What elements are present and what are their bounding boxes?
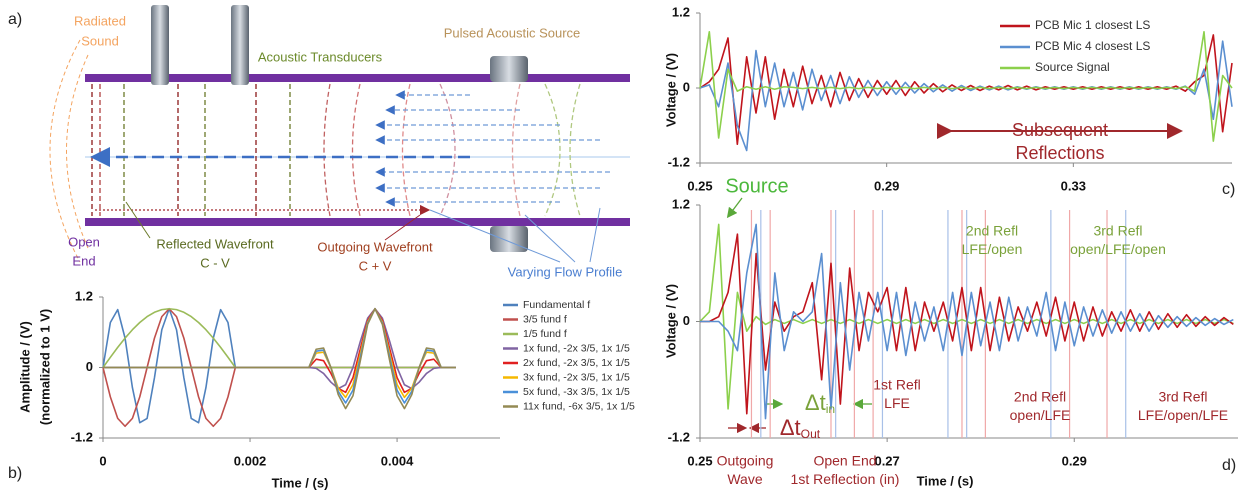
annotation: 3rd Refl xyxy=(1093,223,1142,239)
flow-arrows xyxy=(380,95,610,202)
x-tick-label: 0.29 xyxy=(874,178,899,193)
x-axis-label: Time / (s) xyxy=(272,475,329,490)
y-tick-label: -1.2 xyxy=(71,429,93,444)
x-tick-label: 0.004 xyxy=(381,453,414,468)
annotation: 2nd Refl xyxy=(1014,389,1066,405)
annotation: Source xyxy=(725,175,788,197)
diagram-label: Pulsed Acoustic Source xyxy=(444,25,581,40)
legend-label: 5x fund, -3x 3/5, 1x 1/5 xyxy=(523,386,630,398)
radiated-arc xyxy=(50,40,80,262)
legend-label: Source Signal xyxy=(1035,60,1110,74)
panel-label: a) xyxy=(8,11,22,28)
legend-label: PCB Mic 1 closest LS xyxy=(1035,18,1150,32)
x-tick-label: 0 xyxy=(99,453,106,468)
annotation: ΔtOut xyxy=(780,415,821,441)
panel-label: d) xyxy=(1222,457,1236,474)
annotation: LFE/open xyxy=(962,241,1023,257)
x-tick-label: 0.25 xyxy=(687,178,712,193)
pointer xyxy=(430,210,560,262)
x-axis-label: Time / (s) xyxy=(917,473,974,488)
y-tick-label: -1.2 xyxy=(668,429,690,444)
series-line xyxy=(103,309,456,389)
legend-label: 1/5 fund f xyxy=(523,328,567,340)
series-line xyxy=(103,309,456,398)
y-tick-label: 0 xyxy=(683,313,690,328)
radiated-arc xyxy=(67,55,89,248)
legend-label: PCB Mic 4 closest LS xyxy=(1035,39,1150,53)
transducer xyxy=(231,5,249,85)
legend-label: 1x fund, -2x 3/5, 1x 1/5 xyxy=(523,342,630,354)
diagram-label: End xyxy=(72,253,95,268)
annotation-subscript: in xyxy=(826,402,835,416)
annotation-text: Δt xyxy=(780,415,801,440)
y-axis-label: (normalized to 1 V) xyxy=(37,309,52,425)
x-tick-label: 0.002 xyxy=(234,453,267,468)
annotation: LFE xyxy=(884,395,910,411)
diagram-label: Sound xyxy=(81,33,119,48)
y-tick-label: 1.2 xyxy=(75,288,93,303)
source xyxy=(490,56,528,82)
annotation: Outgoing xyxy=(717,453,774,469)
y-tick-label: -1.2 xyxy=(668,154,690,169)
pipe-wall xyxy=(85,218,630,226)
x-tick-label: 0.25 xyxy=(687,453,712,468)
legend-label: 2x fund, -2x 3/5, 1x 1/5 xyxy=(523,357,630,369)
y-tick-label: 0 xyxy=(683,79,690,94)
diagram-label: C - V xyxy=(200,255,230,270)
annotation-subscript: Out xyxy=(801,427,821,441)
annotation: Wave xyxy=(727,471,762,487)
x-tick-label: 0.29 xyxy=(1062,453,1087,468)
diagram-label: Open xyxy=(68,234,100,249)
legend-label: 3x fund, -2x 3/5, 1x 1/5 xyxy=(523,371,630,383)
legend-label: Fundamental f xyxy=(523,299,590,311)
annotation: 3rd Refl xyxy=(1158,389,1207,405)
diagram-label: C + V xyxy=(359,258,392,273)
annotation: 2nd Refl xyxy=(966,223,1018,239)
pointer xyxy=(590,208,600,262)
y-axis-label: Voltage / (V) xyxy=(663,284,678,358)
diagram-label: Acoustic Transducers xyxy=(258,49,383,64)
annotation: 1st Refl xyxy=(873,377,920,393)
annotation: open/LFE/open xyxy=(1070,241,1166,257)
transducer xyxy=(151,5,169,85)
y-tick-label: 1.2 xyxy=(672,4,690,19)
annotation: LFE/open/LFE xyxy=(1138,407,1228,423)
figure: a) Radiated Sound Acoustic Transducers P… xyxy=(0,0,1244,492)
y-tick-label: 0 xyxy=(86,359,93,374)
annotation: open/LFE xyxy=(1010,407,1071,423)
panel-label: b) xyxy=(8,465,22,482)
diagram-label: Reflected Wavefront xyxy=(156,236,274,251)
annotation: Open End xyxy=(813,453,876,469)
y-tick-label: 1.2 xyxy=(672,196,690,211)
legend-label: 3/5 fund f xyxy=(523,313,567,325)
y-axis-label: Amplitude / (V) xyxy=(17,321,32,413)
annotation-text: Δt xyxy=(805,390,826,415)
annotation: 1st Reflection (in) xyxy=(791,471,900,487)
diagram-label: Outgoing Wavefront xyxy=(317,239,433,254)
annotation: Reflections xyxy=(1015,143,1104,163)
y-axis-label: Voltage / (V) xyxy=(663,53,678,127)
wavefronts xyxy=(92,84,580,216)
panel-label: c) xyxy=(1222,181,1235,198)
x-tick-label: 0.33 xyxy=(1061,178,1086,193)
diagram-label: Radiated xyxy=(74,13,126,28)
series-line xyxy=(103,309,456,368)
annotation-arrow xyxy=(730,198,742,214)
diagram-label: Varying Flow Profile xyxy=(508,264,623,279)
diagram: a) Radiated Sound Acoustic Transducers P… xyxy=(8,5,630,279)
source xyxy=(490,226,528,252)
annotation: Subsequent xyxy=(1012,120,1108,140)
legend-label: 11x fund, -6x 3/5, 1x 1/5 xyxy=(523,400,635,412)
x-tick-label: 0.27 xyxy=(874,453,899,468)
